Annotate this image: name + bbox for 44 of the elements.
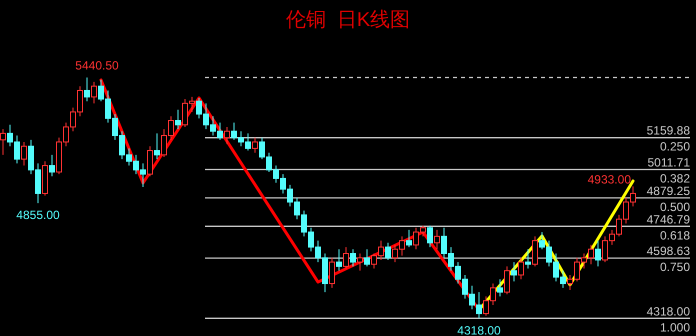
candlestick <box>532 236 538 267</box>
annotation: 0.382 <box>660 171 690 186</box>
candlestick <box>595 240 601 267</box>
candlestick <box>357 253 363 272</box>
candlestick <box>511 262 517 282</box>
candlestick <box>525 248 531 270</box>
chart-title: 伦铜 日K线图 <box>286 9 410 31</box>
candlestick <box>497 278 503 297</box>
annotation: 4933.00 <box>588 172 632 186</box>
candlestick <box>385 242 391 260</box>
ref-line-label: 4746.79 <box>646 212 690 226</box>
annotation: 0.618 <box>660 228 690 242</box>
ref-line-label: 5011.71 <box>648 155 690 170</box>
candlestick <box>434 229 440 250</box>
ref-line-label: 4879.25 <box>646 184 690 198</box>
annotation: 1.000 <box>660 320 690 334</box>
candlestick <box>406 229 412 248</box>
annotation: 4855.00 <box>16 208 60 222</box>
candlestick <box>154 132 160 160</box>
ref-line-label: 4318.00 <box>646 304 690 318</box>
candlestick <box>0 128 6 156</box>
annotation: 4318.00 <box>457 323 502 336</box>
ref-line-label: 5159.88 <box>646 124 690 138</box>
annotation: 5440.50 <box>75 58 120 72</box>
candlestick <box>364 248 370 267</box>
candlestick <box>504 266 510 295</box>
candlestick <box>329 257 335 288</box>
candlestick <box>518 257 524 280</box>
candlestick <box>427 225 433 248</box>
candlestick <box>175 109 181 130</box>
annotation: 0.750 <box>660 260 690 274</box>
candlestick <box>91 81 97 104</box>
candlestick <box>252 137 258 154</box>
candlestick <box>49 154 55 177</box>
candlestick <box>336 248 342 272</box>
candlestick <box>343 246 349 270</box>
candlestick <box>21 141 27 166</box>
annotation: 0.250 <box>660 140 690 154</box>
annotation: 0.500 <box>660 200 690 214</box>
candlestick <box>224 126 230 145</box>
candlestick <box>147 146 153 177</box>
ref-line-label: 4598.63 <box>646 244 690 258</box>
candlestick <box>350 248 356 267</box>
candlestick <box>84 77 90 102</box>
